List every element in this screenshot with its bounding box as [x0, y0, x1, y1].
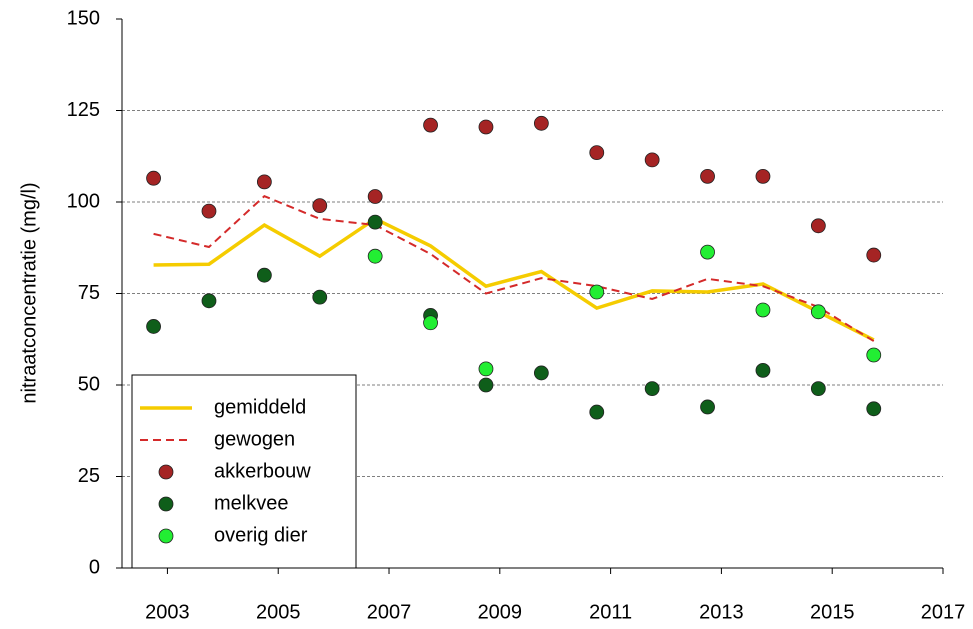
x-tick-label: 2013	[699, 601, 744, 623]
point	[256, 267, 272, 283]
point	[201, 203, 217, 219]
legend-label: gewogen	[214, 428, 295, 450]
point	[700, 168, 715, 184]
point	[644, 381, 660, 397]
x-tick-label: 2003	[145, 601, 190, 623]
point	[755, 362, 771, 378]
point	[146, 319, 161, 334]
x-tick-label: 2007	[367, 601, 412, 623]
point	[589, 404, 605, 420]
legend-label: gemiddeld	[214, 396, 306, 418]
point	[478, 119, 494, 135]
point	[201, 293, 217, 309]
x-tick-label: 2011	[589, 601, 632, 623]
legend-marker	[158, 496, 174, 512]
point	[312, 198, 328, 214]
point	[533, 365, 549, 381]
point	[423, 117, 438, 133]
point	[810, 304, 826, 320]
x-tick-label: 2009	[478, 601, 523, 623]
y-tick-label: 125	[67, 99, 100, 121]
point	[700, 399, 715, 415]
y-tick-label: 0	[89, 556, 100, 578]
y-tick-label: 150	[67, 7, 100, 29]
point	[755, 168, 771, 184]
point	[367, 214, 383, 230]
point	[589, 145, 605, 160]
point	[146, 170, 161, 186]
legend-label: akkerbouw	[214, 460, 311, 482]
legend-label: melkvee	[214, 492, 288, 514]
y-tick-label: 100	[67, 190, 100, 212]
point	[367, 189, 383, 204]
point	[533, 115, 549, 131]
y-tick-label: 25	[78, 465, 100, 487]
legend-marker	[158, 464, 174, 480]
point	[866, 401, 882, 417]
y-tick-label: 50	[78, 373, 100, 395]
point	[810, 218, 826, 234]
point	[256, 174, 272, 190]
point	[755, 302, 771, 318]
point	[478, 361, 494, 377]
point	[644, 152, 660, 168]
legend-marker	[158, 528, 174, 544]
line	[153, 194, 875, 342]
legend-label: overig dier	[214, 524, 308, 546]
x-tick-label: 2005	[256, 601, 301, 623]
point	[367, 248, 383, 264]
point	[810, 381, 826, 397]
x-tick-label: 2017	[921, 601, 966, 623]
y-tick-label: 75	[78, 282, 100, 304]
point	[312, 289, 328, 305]
point	[866, 347, 882, 363]
point	[700, 244, 715, 260]
point	[478, 377, 494, 393]
point	[423, 315, 438, 331]
x-tick-label: 2015	[810, 601, 855, 623]
y-axis-label: nitraatconcentratie (mg/l)	[18, 182, 40, 403]
point	[866, 247, 882, 263]
point	[589, 284, 605, 300]
legend: gemiddeld gewogen akkerbouw melkvee overig d…	[131, 374, 357, 569]
